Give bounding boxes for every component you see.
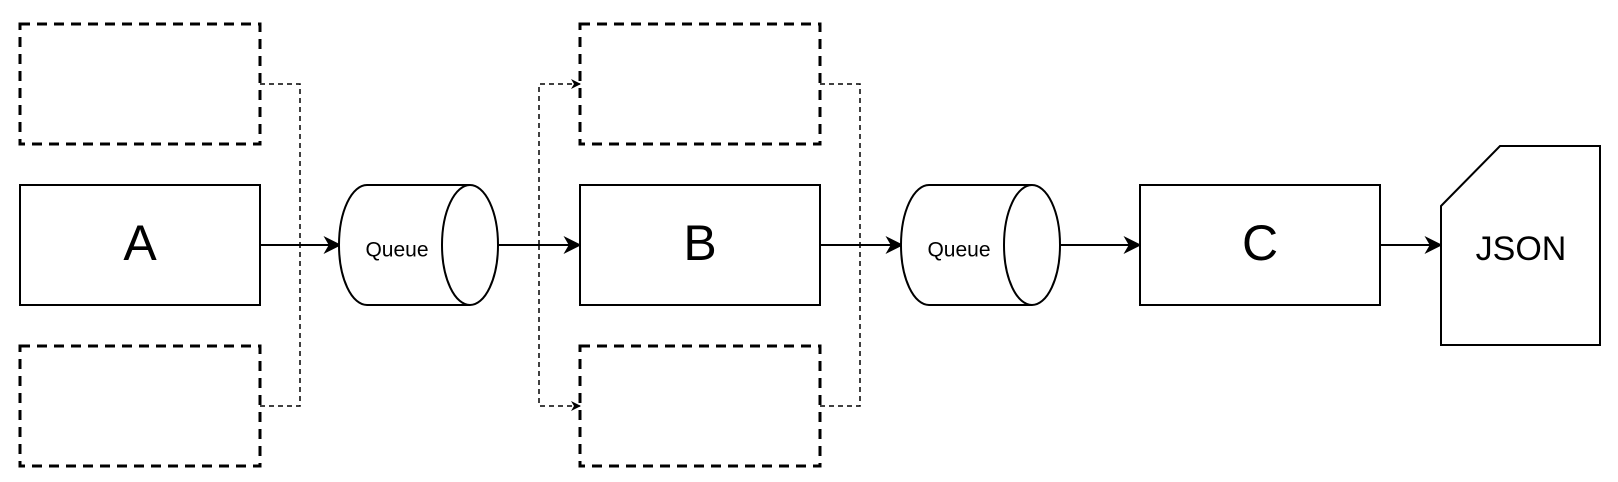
a-bottom-dashed-connector — [260, 245, 301, 407]
b-dashed-box-bottom — [578, 344, 822, 468]
json-label: JSON — [1476, 230, 1567, 268]
queue2-cylinder-end — [1003, 184, 1033, 306]
b-dashed-box-top — [578, 22, 822, 146]
queue1-label: Queue — [365, 239, 428, 262]
a-dashed-box-top — [18, 22, 262, 146]
process-a-label: A — [123, 215, 157, 271]
a-dashed-box-bottom — [18, 344, 262, 468]
b-bottom-dashed-connector — [820, 245, 861, 407]
process-box-c — [1139, 184, 1381, 306]
process-b-label: B — [683, 215, 716, 271]
a-top-dashed-connector — [260, 83, 301, 245]
process-c-label: C — [1242, 215, 1278, 271]
b-bottom-dashed-fanout — [538, 245, 581, 411]
queue1-cylinder-end — [441, 184, 471, 306]
b-top-dashed-connector — [820, 83, 861, 245]
json-document-shape — [1440, 145, 1601, 346]
process-box-a — [19, 184, 261, 306]
queue2-label: Queue — [927, 239, 990, 262]
b-top-dashed-fanout — [538, 79, 581, 245]
